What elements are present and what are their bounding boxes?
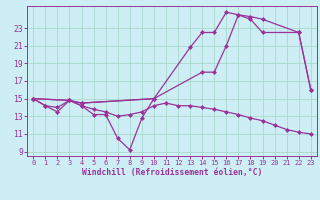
X-axis label: Windchill (Refroidissement éolien,°C): Windchill (Refroidissement éolien,°C) <box>82 168 262 177</box>
